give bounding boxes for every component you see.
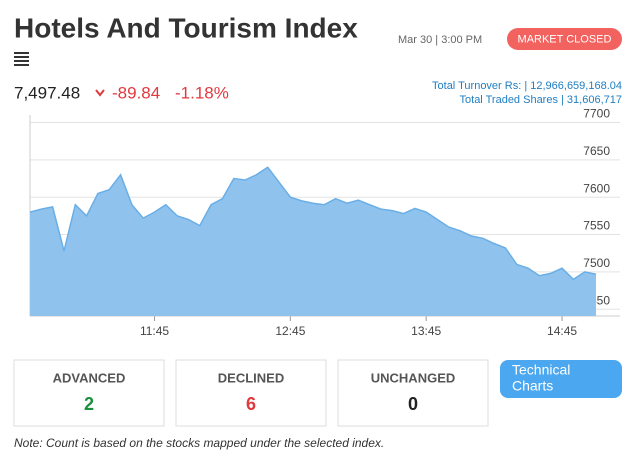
stat-box <box>175 359 327 427</box>
stat-value: 0 <box>408 394 418 414</box>
stat-value: 6 <box>246 394 256 414</box>
technical-charts-button[interactable] <box>500 360 622 398</box>
traded-shares: Total Traded Shares | 31,606,717 <box>460 94 622 106</box>
line <box>29 166 597 281</box>
stat-box <box>337 359 489 427</box>
y-tick-label: 7700 <box>583 107 610 121</box>
y-tick-label: 7650 <box>583 144 610 158</box>
button-label[interactable]: Charts <box>512 378 553 394</box>
stats: ADVANCED 2 DECLINED 6 UNCHANGED 0 <box>13 359 489 427</box>
x-tick-label: 13:45 <box>411 324 441 338</box>
status-text: MARKET CLOSED <box>518 33 612 45</box>
index-title: Hotels And Tourism Index <box>14 12 358 43</box>
menu-icon[interactable] <box>14 52 29 66</box>
y-tick-label: 7500 <box>583 256 610 270</box>
timestamp: Mar 30 | 3:00 PM <box>398 34 482 46</box>
x-tick-label: 14:45 <box>547 324 577 338</box>
stat-box <box>13 359 165 427</box>
index-percent: -1.18% <box>175 83 229 102</box>
stat-label: DECLINED <box>218 370 284 385</box>
stat-value: 2 <box>84 394 94 414</box>
y-tick-label: 7550 <box>583 219 610 233</box>
down-caret <box>95 89 105 97</box>
stat-label: ADVANCED <box>53 370 126 385</box>
stat-label: UNCHANGED <box>371 370 456 385</box>
turnover: Total Turnover Rs: | 12,966,659,168.04 <box>432 80 622 92</box>
status-badge <box>507 28 622 50</box>
x-tick-label: 11:45 <box>140 324 169 338</box>
y-tick-label: 7600 <box>583 181 610 195</box>
x-tick-label: 12:45 <box>275 324 305 338</box>
button-label[interactable]: Technical <box>512 362 570 378</box>
index-change: -89.84 <box>112 83 160 102</box>
note: Note: Count is based on the stocks mappe… <box>14 436 384 450</box>
index-value: 7,497.48 <box>14 83 80 102</box>
area <box>30 167 596 316</box>
